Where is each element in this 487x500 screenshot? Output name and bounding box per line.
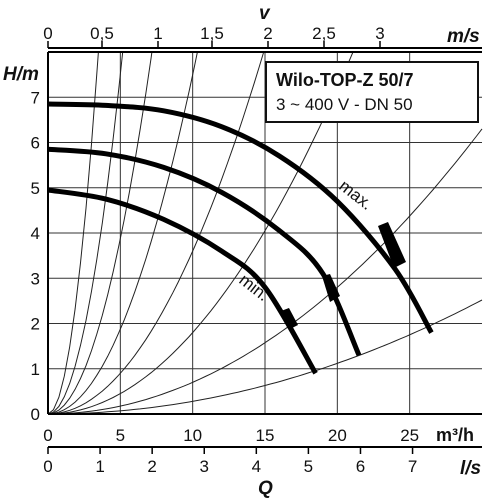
plot-frame: [47, 47, 482, 448]
chart-title: Wilo-TOP-Z 50/7: [276, 70, 414, 90]
pump-curve-min: [47, 187, 318, 375]
x-tick-label: 5: [116, 426, 125, 445]
velocity-tick-label: 0: [43, 24, 52, 43]
velocity-tick-label: 1,5: [200, 24, 224, 43]
x-tick-label: 25: [400, 426, 419, 445]
title-box: Wilo-TOP-Z 50/7 3 ~ 400 V - DN 50: [265, 61, 479, 123]
x-tick-label: 15: [256, 426, 275, 445]
system-curve: [47, 51, 198, 415]
velocity-tick-label: 1: [153, 24, 162, 43]
velocity-tick-label: 0,5: [90, 24, 114, 43]
speed-marker-max: [378, 222, 406, 268]
ls-tick-label: 2: [147, 457, 156, 476]
pump-curve-max: [47, 101, 434, 334]
chart-subtitle: 3 ~ 400 V - DN 50: [276, 95, 413, 114]
ls-tick-label: 0: [43, 457, 52, 476]
system-curve: [47, 51, 99, 415]
y-axis-label: H/m: [3, 64, 39, 85]
ls-tick-label: 3: [200, 457, 209, 476]
ls-tick-label: 6: [356, 457, 365, 476]
y-tick-label: 6: [31, 134, 40, 153]
ls-tick-label: 4: [252, 457, 261, 476]
y-tick-label: 7: [31, 88, 40, 107]
system-curve: [47, 51, 265, 415]
pump-curves: [47, 101, 434, 375]
velocity-tick-label: 2,5: [312, 24, 336, 43]
y-tick-label: 5: [31, 179, 40, 198]
y-tick-label: 2: [31, 315, 40, 334]
x-tick-labels: 0 5 10 15 20 25: [43, 426, 419, 445]
y-tick-label: 1: [31, 360, 40, 379]
ls-tick-labels: 0 1 2 3 4 5 6 7: [43, 447, 417, 476]
y-tick-label: 4: [31, 224, 40, 243]
velocity-tick-label: 3: [375, 24, 384, 43]
x-primary-unit: m³/h: [436, 425, 474, 445]
velocity-tick-labels: 0 0,5 1 1,5 2 2,5 3: [43, 24, 385, 48]
x-tick-label: 20: [328, 426, 347, 445]
series-label-min: min.: [236, 270, 273, 305]
y-tick-labels: 0 1 2 3 4 5 6 7: [31, 88, 40, 424]
x-tick-label: 0: [43, 426, 52, 445]
x-axis-label: Q: [258, 478, 273, 499]
ls-tick-label: 7: [408, 457, 417, 476]
y-tick-label: 0: [31, 405, 40, 424]
system-curve: [47, 51, 354, 415]
velocity-tick-label: 2: [263, 24, 272, 43]
y-tick-label: 3: [31, 269, 40, 288]
x-secondary-unit: l/s: [460, 458, 481, 479]
speed-marker-min: [281, 308, 298, 329]
speed-marker-mid: [322, 274, 340, 302]
system-curve: [48, 128, 483, 415]
speed-markers: [281, 222, 406, 329]
ls-tick-label: 5: [304, 457, 313, 476]
top-axis-unit: m/s: [447, 26, 480, 47]
system-curve: [47, 51, 153, 415]
ls-tick-label: 1: [95, 457, 104, 476]
system-curve: [48, 299, 483, 415]
top-axis-label: v: [259, 3, 271, 24]
x-tick-label: 10: [183, 426, 202, 445]
